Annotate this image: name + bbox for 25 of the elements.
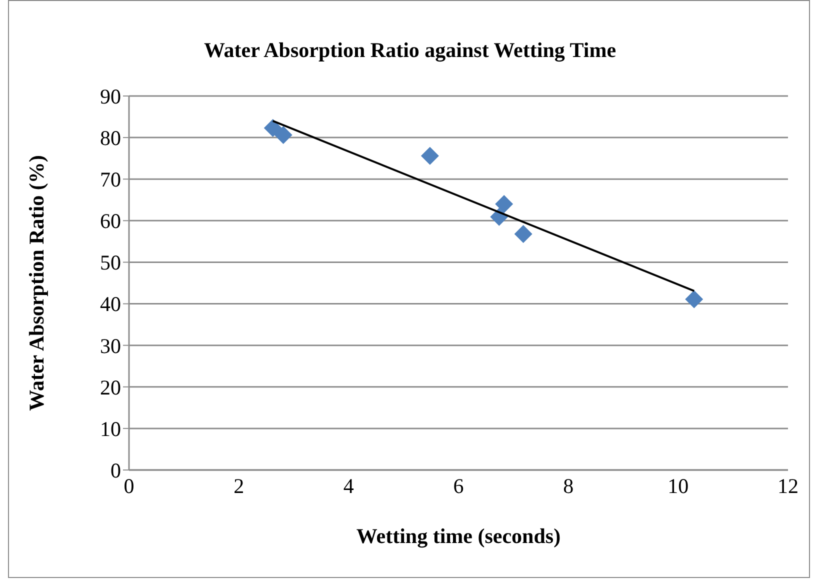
- y-tick-label: 30: [100, 334, 121, 358]
- x-tick-label: 4: [343, 474, 354, 498]
- y-tick-label: 10: [100, 416, 121, 441]
- y-axis-title: Water Absorption Ratio (%): [24, 155, 48, 411]
- point: [514, 224, 532, 243]
- point: [274, 126, 292, 144]
- x-tick-label: 10: [668, 474, 689, 498]
- x-tick-label: 6: [453, 474, 464, 498]
- point: [264, 119, 282, 137]
- y-tick-label: 40: [100, 292, 121, 316]
- point: [420, 146, 439, 165]
- x-tick-label: 2: [234, 474, 244, 498]
- x-axis-title: Wetting time (seconds): [356, 524, 561, 548]
- y-tick-label: 80: [100, 126, 121, 150]
- chart-title: Water Absorption Ratio against Wetting Time: [202, 38, 618, 63]
- point: [685, 290, 704, 308]
- y-tick-label: 60: [100, 209, 121, 234]
- y-tick-label: 50: [100, 250, 121, 275]
- point: [495, 195, 514, 214]
- y-tick-label: 20: [100, 375, 121, 400]
- x-tick-label: 8: [563, 474, 574, 498]
- y-tick-label: 0: [110, 458, 121, 482]
- y-tick-label: 70: [100, 168, 121, 192]
- x-tick-label: 12: [778, 474, 798, 498]
- y-tick-label: 90: [100, 84, 121, 108]
